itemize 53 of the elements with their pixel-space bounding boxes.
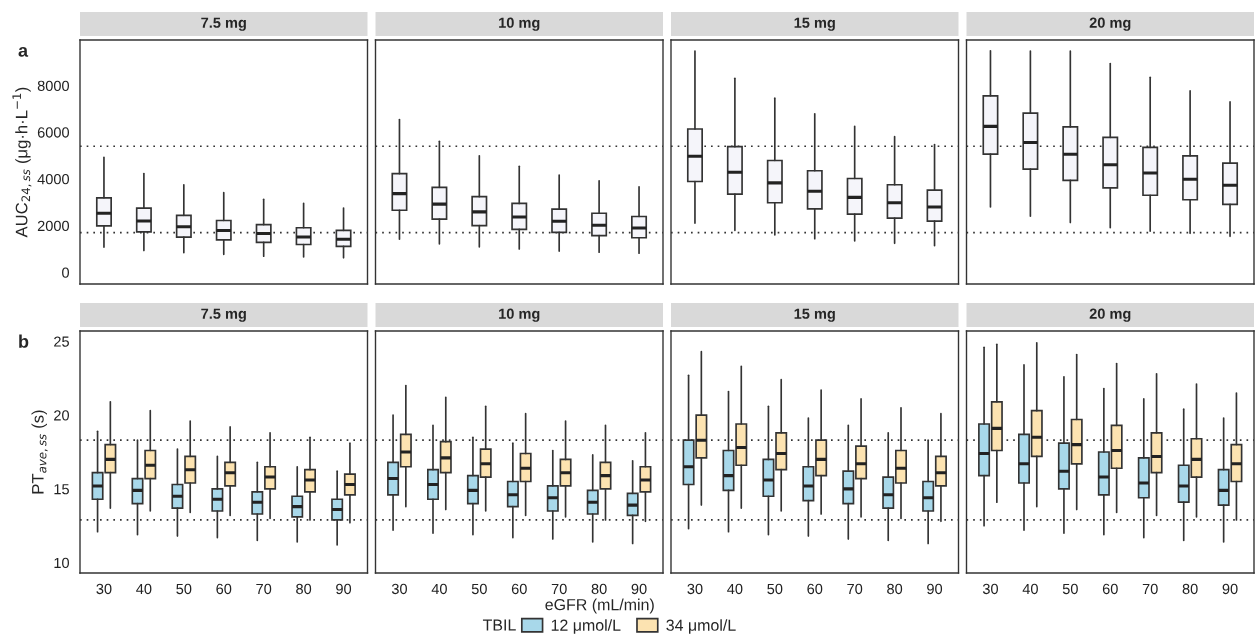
x-tick-label: 50	[1062, 583, 1078, 595]
x-tick-label: 80	[887, 583, 903, 595]
chart-title: 7.5 mg	[201, 308, 246, 322]
legend-title: TBIL	[482, 619, 516, 631]
x-tick-label: 50	[176, 583, 192, 595]
y-tick-label: 20	[54, 410, 70, 421]
y-tick-label: 25	[54, 336, 69, 347]
x-tick-label: 80	[591, 583, 607, 595]
text: b	[19, 334, 29, 348]
y-tick-label: 10	[54, 557, 70, 569]
y-axis-title: AUC$_{24,ss}$ (μg·h·L$^{−1}$)	[12, 87, 32, 238]
y-tick-label: 2000	[37, 220, 70, 232]
x-tick-label: 60	[511, 583, 527, 595]
x-tick-label: 60	[807, 583, 823, 595]
x-tick-label: 90	[336, 583, 352, 595]
x-tick-label: 90	[927, 583, 943, 595]
x-tick-label: 40	[136, 583, 152, 595]
x-tick-label: 70	[551, 583, 567, 595]
x-tick-label: 30	[96, 583, 112, 595]
chart-title: 10 mg	[499, 308, 540, 322]
x-tick-label: 50	[471, 583, 487, 595]
x-tick-label: 80	[1182, 583, 1198, 595]
x-tick-label: 30	[982, 583, 998, 595]
x-tick-label: 90	[631, 583, 647, 595]
x-tick-label: 40	[727, 583, 743, 595]
chart-title: 20 mg	[1089, 308, 1131, 322]
chart-title: 15 mg	[794, 17, 835, 31]
chart-title: 20 mg	[1089, 17, 1131, 31]
legend-label: 12 μmol/L	[551, 619, 621, 634]
x-tick-label: 30	[687, 583, 703, 595]
text: a	[18, 46, 29, 57]
y-tick-label: 4000	[37, 174, 70, 185]
y-tick-label: 6000	[37, 127, 70, 138]
x-tick-label: 40	[1022, 583, 1038, 595]
chart-title: 15 mg	[794, 308, 835, 322]
y-axis-title: PT$_{ave,ss}$ (s)	[31, 410, 48, 494]
y-tick-label: 8000	[37, 80, 70, 91]
x-tick-label: 50	[767, 583, 783, 595]
x-tick-label: 70	[847, 583, 863, 595]
chart-title: 7.5 mg	[201, 17, 246, 31]
x-tick-label: 70	[1142, 583, 1158, 595]
x-tick-label: 60	[1102, 583, 1118, 595]
x-tick-label: 40	[431, 583, 447, 595]
y-tick-label: 0	[62, 267, 70, 278]
legend-label: 34 μmol/L	[666, 619, 736, 634]
x-tick-label: 80	[296, 583, 312, 595]
x-tick-label: 70	[256, 583, 272, 595]
x-axis-title: eGFR (mL/min)	[545, 598, 654, 614]
x-tick-label: 60	[216, 583, 232, 595]
x-tick-label: 90	[1222, 583, 1238, 595]
x-tick-label: 30	[391, 583, 407, 595]
chart-title: 10 mg	[499, 17, 540, 31]
y-tick-label: 15	[54, 484, 69, 495]
